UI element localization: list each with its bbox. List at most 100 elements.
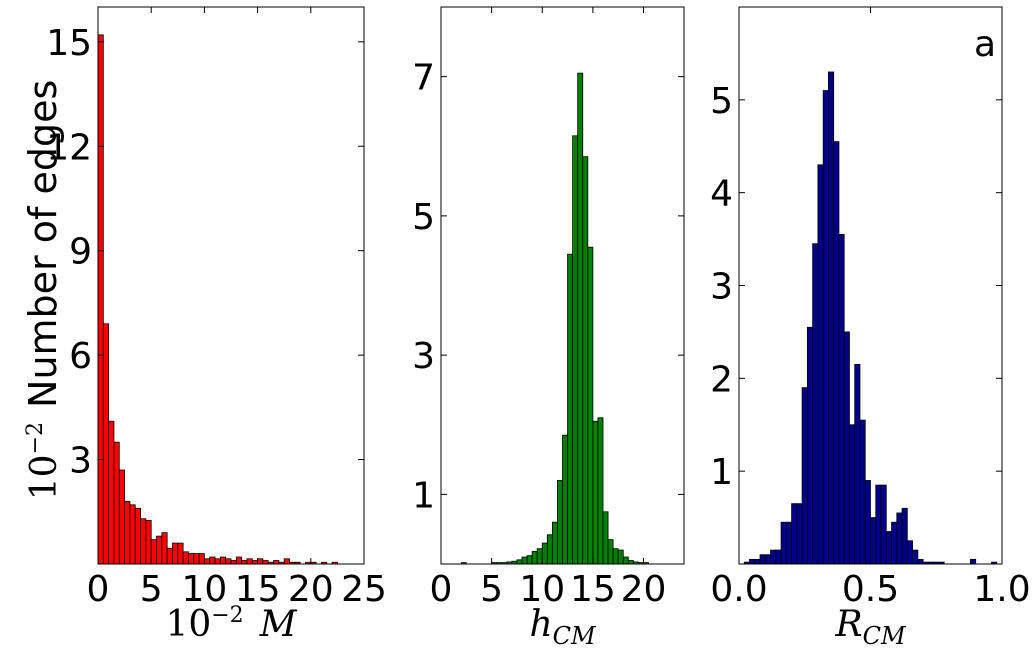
histogram-bar (775, 549, 782, 565)
histogram-bar (812, 243, 819, 565)
x-tick-label: 0 (430, 569, 453, 610)
histogram-bar (838, 234, 845, 565)
x-tick-label: 10 (181, 569, 227, 610)
histogram-bar (617, 549, 624, 565)
histogram-bar (150, 539, 157, 565)
histogram-bar (906, 540, 913, 565)
histogram-bar (875, 484, 882, 565)
histogram-bar (912, 549, 919, 565)
histogram-bar (526, 555, 533, 565)
panel-tag: a (974, 24, 996, 65)
x-axis-label: RCM (834, 604, 906, 650)
histogram-bar (607, 539, 614, 565)
histogram-bar (536, 548, 543, 565)
histogram-bar (262, 560, 269, 565)
histogram-bar (97, 34, 104, 565)
histogram-bar (801, 387, 808, 565)
histogram-bar (118, 469, 125, 565)
histogram-bar (849, 424, 856, 565)
histogram-bar (219, 556, 227, 565)
histogram-bar (896, 512, 903, 565)
y-tick-label: 3 (69, 441, 92, 482)
histogram-bar (759, 554, 766, 565)
histogram-bar (246, 558, 253, 565)
histogram-bar (124, 500, 131, 565)
x-tick-label: 25 (341, 569, 387, 610)
x-tick-label: 5 (480, 569, 503, 610)
histogram-bar (577, 72, 584, 565)
histogram-bar (597, 417, 604, 565)
x-tick-label: 1.0 (973, 569, 1030, 610)
histogram-bar (785, 521, 793, 565)
histogram-bar (140, 518, 147, 565)
histogram-bar (562, 434, 568, 565)
histogram-bar (592, 420, 599, 565)
x-axis-label-variable: M (259, 604, 298, 645)
x-tick-label: 15 (570, 569, 616, 610)
histogram-bar (241, 560, 248, 565)
histogram-bar (273, 560, 280, 565)
histogram-bar (145, 520, 152, 565)
histogram-bar (203, 558, 211, 565)
histogram-bar (854, 364, 861, 565)
histogram-bar (209, 556, 216, 565)
y-tick-label: 3 (710, 267, 733, 308)
x-tick-label: 20 (288, 569, 334, 610)
histogram-bar (182, 551, 189, 565)
histogram-bar (225, 558, 232, 565)
histogram-bar (172, 542, 179, 565)
histogram-bar (251, 560, 258, 565)
y-axis-label-power-exp: −2 (23, 422, 48, 454)
y-tick-label: 7 (412, 58, 435, 99)
x-axis-label: 10−2 M (165, 603, 297, 645)
histogram-bar (806, 326, 814, 565)
y-tick-label: 1 (412, 475, 435, 516)
y-tick-label: 5 (710, 81, 733, 122)
histogram-bar (541, 542, 548, 565)
y-tick-label: 6 (69, 336, 92, 377)
histogram-bar (885, 531, 892, 565)
histogram-bar (230, 560, 237, 565)
histogram-bar (901, 507, 908, 565)
histogram-bar (833, 141, 840, 565)
histogram-bar (108, 420, 115, 565)
histogram-bar (129, 504, 136, 565)
x-tick-label: 5 (140, 569, 163, 610)
x-axis-label-variable: h (529, 604, 552, 645)
histogram-bar (817, 164, 824, 565)
histogram-bar (891, 521, 898, 565)
y-tick-label: 15 (46, 23, 92, 64)
histogram-bar (134, 507, 141, 565)
histogram-bar (612, 548, 619, 565)
y-axis-label: 10−2 Number of edges (21, 80, 65, 500)
histogram-bar (551, 521, 558, 565)
y-tick-label: 3 (412, 336, 435, 377)
x-axis-label: hCM (529, 604, 597, 650)
histogram-bar (917, 558, 924, 565)
y-tick-label: 1 (710, 452, 733, 493)
histogram-bar (880, 484, 887, 565)
y-tick-label: 12 (46, 127, 92, 168)
y-tick-label: 9 (69, 232, 92, 273)
x-axis-label-power-base: 10 (165, 604, 211, 645)
histogram-bar (166, 547, 173, 565)
y-tick-label: 2 (710, 359, 733, 400)
histogram-bar (602, 511, 609, 565)
panel-rcm-histogram: 0.0 0.5 1.0 1 2 3 4 5 RCM (710, 6, 1031, 650)
histogram-bar (796, 503, 803, 565)
histogram-bar (791, 503, 798, 565)
x-tick-label: 0 (87, 569, 110, 610)
x-tick-label: 10 (519, 569, 565, 610)
histogram-bar (864, 480, 871, 565)
y-axis-label-power-base: 10 (24, 454, 65, 500)
histogram-bar (156, 535, 163, 565)
histogram-bar (587, 246, 594, 565)
x-tick-label: 0.0 (710, 569, 767, 610)
histogram-bar (582, 156, 589, 565)
histogram-bar (870, 517, 877, 565)
histogram-bar (214, 558, 221, 565)
histogram-bar (828, 71, 835, 565)
